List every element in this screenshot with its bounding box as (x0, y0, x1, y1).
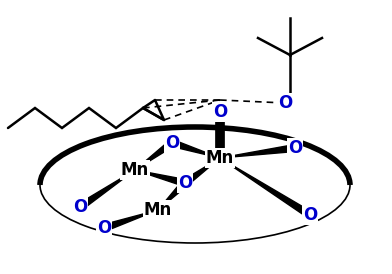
Polygon shape (103, 210, 158, 231)
Text: Mn: Mn (121, 161, 149, 179)
Polygon shape (78, 170, 135, 210)
Text: O: O (278, 94, 292, 112)
Polygon shape (135, 140, 174, 170)
Polygon shape (220, 158, 312, 218)
Text: O: O (303, 206, 317, 224)
Polygon shape (158, 181, 187, 210)
Text: O: O (73, 198, 87, 216)
Text: O: O (213, 103, 227, 121)
Text: Mn: Mn (206, 149, 234, 167)
Polygon shape (171, 140, 220, 158)
Polygon shape (220, 144, 296, 158)
Text: O: O (288, 139, 302, 157)
Text: O: O (165, 134, 179, 152)
Polygon shape (183, 158, 220, 186)
Polygon shape (135, 170, 186, 186)
Text: O: O (178, 174, 192, 192)
Text: O: O (97, 219, 111, 237)
Text: Mn: Mn (144, 201, 172, 219)
